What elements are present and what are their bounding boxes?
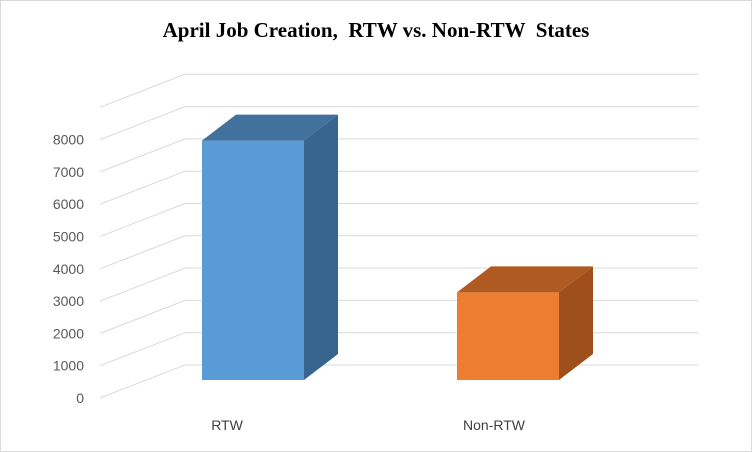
bar-top-rtw	[202, 114, 338, 141]
bar-rtw	[202, 140, 304, 380]
gridline-7000	[99, 138, 698, 173]
gridline-2000	[99, 299, 698, 334]
x-category-label: RTW	[211, 417, 243, 433]
gridline-9000	[99, 73, 698, 108]
x-category-label: Non-RTW	[463, 417, 526, 433]
y-tick-label: 7000	[53, 164, 84, 180]
x-axis-categories: RTW Non-RTW	[211, 417, 526, 433]
gridline-8000	[99, 106, 698, 141]
gridline-5000	[99, 203, 698, 237]
y-tick-label: 5000	[53, 229, 84, 245]
gridline-4000	[99, 235, 698, 270]
chart-title: April Job Creation, RTW vs. Non-RTW Stat…	[162, 18, 590, 42]
gridline-1000	[99, 332, 698, 367]
y-tick-label: 1000	[53, 358, 84, 374]
bar-top-non-rtw	[457, 266, 593, 293]
y-axis-ticks: 0 1000 2000 3000 4000 5000 6000 7000 8000	[53, 132, 84, 406]
gridline-3000	[99, 267, 698, 302]
bar-non-rtw	[457, 292, 559, 380]
bar-side-rtw	[304, 114, 338, 380]
y-tick-label: 8000	[53, 132, 84, 148]
y-tick-label: 3000	[53, 293, 84, 309]
y-tick-label: 0	[76, 390, 84, 406]
y-tick-label: 2000	[53, 325, 84, 341]
gridlines	[99, 73, 698, 399]
y-tick-label: 6000	[53, 196, 84, 212]
y-tick-label: 4000	[53, 261, 84, 277]
bar-side-non-rtw	[559, 266, 593, 380]
gridline-0	[99, 364, 698, 399]
bars	[202, 114, 593, 380]
gridline-6000	[99, 170, 698, 205]
